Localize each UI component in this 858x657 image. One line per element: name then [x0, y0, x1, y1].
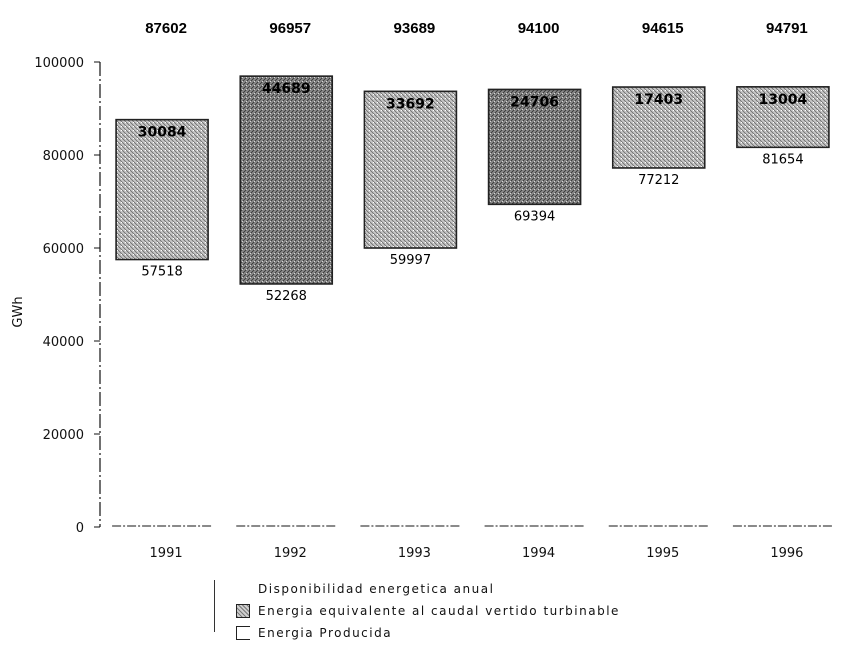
label-vertido-1993: 33692: [386, 96, 435, 112]
legend-swatch-hatched: [236, 604, 250, 618]
bar-vertido-1994: [487, 88, 582, 206]
legend-swatch-white: [236, 626, 250, 640]
legend: Disponibilidad energetica anual Energia …: [214, 578, 664, 644]
label-total-1995: 94615: [642, 20, 684, 37]
legend-item-disponibilidad: Disponibilidad energetica anual: [214, 578, 664, 600]
label-producida-1991: 57518: [141, 265, 182, 280]
bars: [112, 75, 833, 527]
y-tick-label: 20000: [43, 428, 84, 443]
bar-vertido-1992: [239, 75, 334, 285]
label-producida-1993: 59997: [390, 253, 431, 268]
label-producida-1994: 69394: [514, 209, 555, 224]
legend-label-producida: Energia Producida: [258, 626, 393, 640]
x-tick-label-1992: 1992: [274, 546, 307, 561]
x-tick-label-1995: 1995: [646, 546, 679, 561]
bar-vertido-1993: [363, 90, 458, 249]
bar-vertido-1991: [115, 118, 209, 261]
bar-vertido-1995: [611, 86, 706, 169]
label-total-1993: 93689: [394, 20, 436, 37]
y-tick-label: 0: [76, 521, 84, 536]
label-producida-1996: 81654: [762, 152, 803, 167]
legend-item-producida: Energia Producida: [214, 622, 664, 644]
x-tick-label-1993: 1993: [398, 546, 431, 561]
y-axis-label: GWh: [11, 296, 26, 327]
label-producida-1992: 52268: [266, 289, 307, 304]
y-tick-label: 100000: [34, 56, 84, 71]
x-tick-label-1996: 1996: [770, 546, 803, 561]
legend-swatch-none: [236, 582, 250, 596]
x-tick-label-1994: 1994: [522, 546, 555, 561]
legend-divider: [214, 580, 215, 632]
legend-item-vertido: Energia equivalente al caudal vertido tu…: [214, 600, 664, 622]
label-total-1991: 87602: [145, 20, 187, 37]
label-vertido-1994: 24706: [510, 94, 559, 110]
y-tick-label: 40000: [43, 335, 84, 350]
label-total-1996: 94791: [766, 20, 808, 37]
x-tick-label-1991: 1991: [150, 546, 183, 561]
label-vertido-1996: 13004: [759, 92, 808, 108]
y-tick-label: 60000: [43, 242, 84, 257]
label-vertido-1991: 30084: [138, 125, 187, 141]
axes: 0 20000 40000 60000 80000 100000: [34, 56, 101, 536]
label-vertido-1995: 17403: [634, 92, 683, 108]
label-vertido-1992: 44689: [262, 81, 311, 97]
label-producida-1995: 77212: [638, 173, 679, 188]
y-tick-label: 80000: [43, 149, 84, 164]
label-total-1994: 94100: [518, 20, 560, 37]
bar-vertido-1996: [736, 86, 830, 149]
label-total-1992: 96957: [269, 20, 311, 37]
legend-label-disponibilidad: Disponibilidad energetica anual: [258, 582, 495, 596]
labels: 57518 30084 87602 1991 52268 44689 96957 1992 59…: [138, 20, 808, 561]
legend-label-vertido: Energia equivalente al caudal vertido tu…: [258, 604, 620, 618]
